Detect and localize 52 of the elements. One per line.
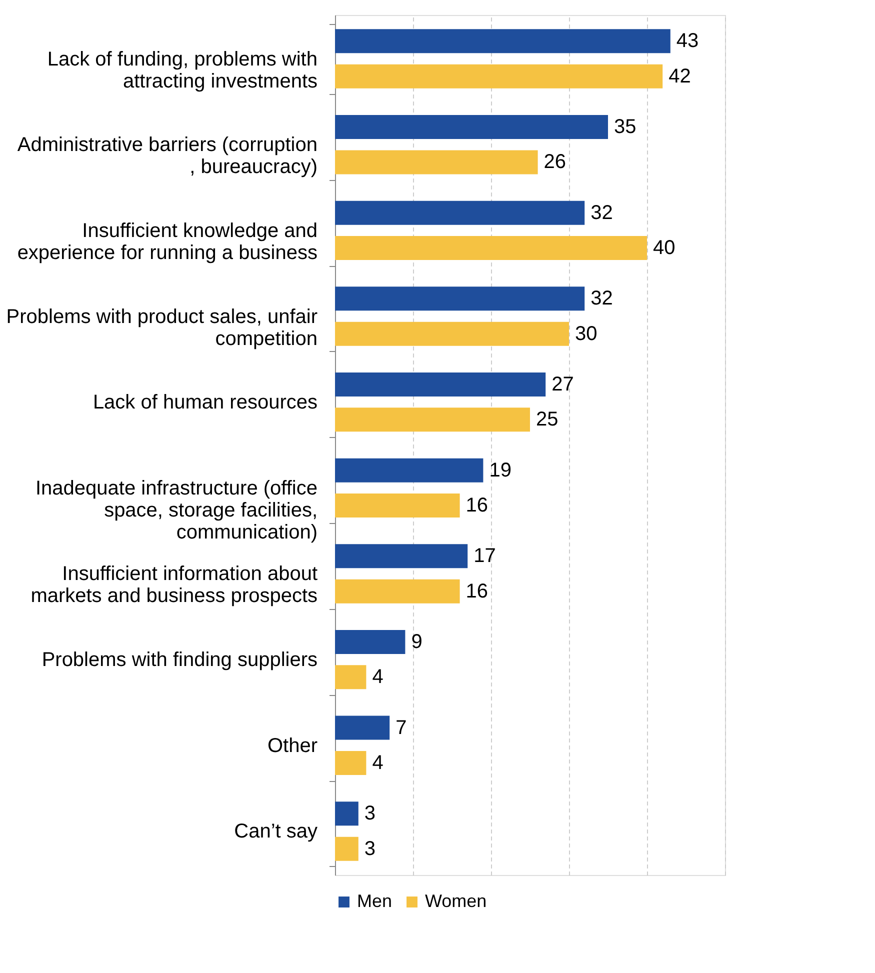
data-label: 32 (590, 202, 613, 224)
data-label: 16 (466, 580, 488, 602)
bar (335, 458, 484, 482)
data-label: 3 (364, 802, 376, 825)
data-label: 25 (536, 408, 558, 431)
data-label: 4 (372, 666, 384, 688)
bar (335, 802, 358, 826)
y-tick-label: Insufficient information about markets and business prospects (30, 563, 318, 608)
y-tick-label: Lack of funding, problems with attracting investments (47, 48, 318, 92)
y-tick-label: Lack of human resources (92, 392, 318, 414)
y-tick-label: Problems with product sales, unfair competition (6, 306, 318, 350)
bar (335, 322, 569, 346)
data-label: 43 (676, 30, 699, 52)
y-tick-label: Administrative barriers (corruption , bureaucracy) (17, 134, 318, 178)
data-label: 16 (466, 494, 488, 517)
data-label: 27 (552, 373, 574, 396)
bar (335, 236, 647, 260)
data-label: 30 (575, 322, 598, 345)
bar (335, 750, 366, 775)
bar (335, 150, 538, 174)
data-label: 32 (590, 288, 613, 310)
bar (335, 716, 390, 740)
bar (335, 665, 366, 690)
bar (335, 29, 670, 54)
bar (335, 836, 358, 861)
y-tick-label: Problems with finding suppliers (42, 649, 318, 672)
data-label: 17 (474, 545, 496, 568)
legend-label: Men (357, 891, 392, 911)
data-label: 26 (544, 151, 566, 174)
data-label: 7 (396, 716, 407, 739)
legend-label: Women (425, 891, 487, 911)
data-label: 40 (653, 237, 676, 260)
y-tick-label: Can’t say (234, 820, 318, 843)
data-label: 42 (668, 65, 691, 88)
y-tick-label: Other (267, 734, 318, 757)
data-label: 9 (411, 630, 422, 653)
bar (335, 372, 546, 396)
bar (335, 286, 585, 311)
y-tick-label: Inadequate infrastructure (office space, storage facilities, communication) (35, 477, 318, 544)
data-label: 35 (614, 116, 636, 138)
bar (335, 579, 460, 604)
bar (335, 630, 406, 654)
bar (335, 200, 585, 225)
y-tick-label: Insufficient knowledge and experience for running a business (17, 220, 318, 264)
data-label: 19 (489, 459, 512, 482)
bar (335, 494, 460, 518)
bar (335, 544, 468, 568)
data-label: 4 (372, 752, 384, 774)
data-label: 3 (364, 838, 376, 860)
bar (335, 408, 530, 432)
bar (335, 115, 608, 140)
bar (335, 64, 663, 88)
